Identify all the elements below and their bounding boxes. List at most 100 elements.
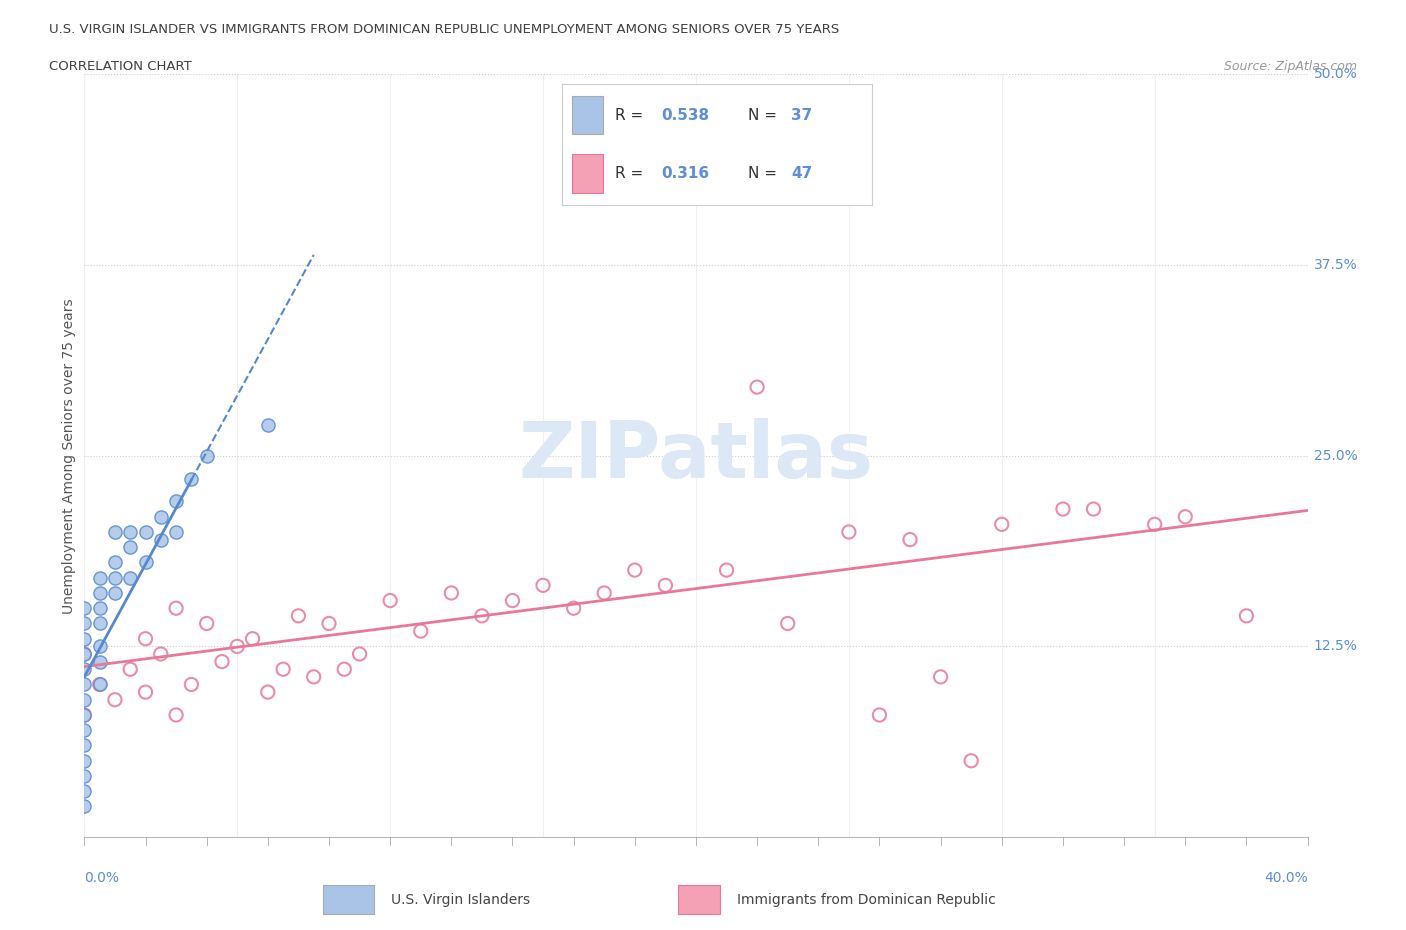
Text: 37: 37 [792, 108, 813, 123]
Point [73, 677, 96, 692]
Point [349, 646, 371, 661]
Point [73, 768, 96, 783]
Point [120, 662, 142, 677]
Point [73, 631, 96, 646]
Point [89, 677, 111, 692]
Point [562, 601, 585, 616]
Point [89, 677, 111, 692]
Point [104, 570, 127, 585]
Point [869, 708, 891, 723]
Point [73, 601, 96, 616]
Point [89, 616, 111, 631]
Text: 40.0%: 40.0% [1264, 871, 1308, 885]
FancyBboxPatch shape [572, 153, 603, 193]
Text: ZIPatlas: ZIPatlas [519, 418, 873, 494]
Text: 0.538: 0.538 [661, 108, 710, 123]
Point [471, 608, 494, 623]
Point [716, 563, 738, 578]
Point [104, 525, 127, 539]
Point [226, 639, 249, 654]
Point [1143, 517, 1166, 532]
Text: 25.0%: 25.0% [1313, 448, 1357, 463]
Point [73, 708, 96, 723]
Point [211, 654, 233, 669]
Point [89, 654, 111, 669]
Point [120, 539, 142, 554]
Text: U.S. VIRGIN ISLANDER VS IMMIGRANTS FROM DOMINICAN REPUBLIC UNEMPLOYMENT AMONG SE: U.S. VIRGIN ISLANDER VS IMMIGRANTS FROM … [49, 23, 839, 36]
Point [1083, 501, 1105, 516]
Y-axis label: Unemployment Among Seniors over 75 years: Unemployment Among Seniors over 75 years [62, 298, 76, 614]
Point [318, 616, 340, 631]
Point [135, 555, 157, 570]
Point [149, 510, 172, 525]
Point [73, 662, 96, 677]
Text: N =: N = [748, 108, 782, 123]
Point [501, 593, 523, 608]
Point [104, 586, 127, 601]
Point [302, 670, 325, 684]
Point [165, 525, 187, 539]
Point [73, 753, 96, 768]
Point [242, 631, 264, 646]
Point [120, 525, 142, 539]
Text: CORRELATION CHART: CORRELATION CHART [49, 60, 193, 73]
Point [1174, 510, 1197, 525]
Point [165, 494, 187, 509]
Point [73, 616, 96, 631]
Point [180, 472, 202, 486]
Point [593, 586, 616, 601]
Point [180, 677, 202, 692]
Point [745, 379, 768, 394]
Point [149, 646, 172, 661]
Point [135, 684, 157, 699]
Point [165, 601, 187, 616]
Point [89, 570, 111, 585]
Text: 0.0%: 0.0% [84, 871, 120, 885]
Point [1052, 501, 1074, 516]
Point [409, 624, 432, 639]
Point [73, 723, 96, 737]
Point [73, 708, 96, 723]
FancyBboxPatch shape [572, 96, 603, 135]
Point [104, 692, 127, 707]
Point [333, 662, 356, 677]
Point [73, 799, 96, 814]
Point [271, 662, 294, 677]
Point [776, 616, 799, 631]
Point [929, 670, 952, 684]
Point [73, 646, 96, 661]
Point [898, 532, 921, 547]
Point [257, 418, 280, 432]
Point [89, 639, 111, 654]
Point [685, 174, 707, 189]
Point [990, 517, 1012, 532]
Text: 50.0%: 50.0% [1313, 67, 1357, 82]
Point [135, 631, 157, 646]
Point [960, 753, 983, 768]
FancyBboxPatch shape [678, 885, 720, 914]
Point [135, 525, 157, 539]
Text: R =: R = [614, 166, 648, 180]
Text: 12.5%: 12.5% [1313, 639, 1358, 654]
Text: Immigrants from Dominican Republic: Immigrants from Dominican Republic [737, 893, 995, 907]
Point [73, 738, 96, 753]
Point [149, 532, 172, 547]
FancyBboxPatch shape [323, 885, 374, 914]
Point [165, 708, 187, 723]
Point [838, 525, 860, 539]
Point [380, 593, 402, 608]
Point [531, 578, 554, 592]
Text: N =: N = [748, 166, 782, 180]
Point [120, 570, 142, 585]
Point [89, 601, 111, 616]
Point [104, 555, 127, 570]
Point [654, 578, 676, 592]
Text: U.S. Virgin Islanders: U.S. Virgin Islanders [391, 893, 530, 907]
Point [1234, 608, 1257, 623]
Text: 0.316: 0.316 [661, 166, 710, 180]
Point [195, 448, 218, 463]
Text: 37.5%: 37.5% [1313, 258, 1357, 272]
Point [287, 608, 309, 623]
Point [257, 684, 280, 699]
Point [624, 563, 647, 578]
